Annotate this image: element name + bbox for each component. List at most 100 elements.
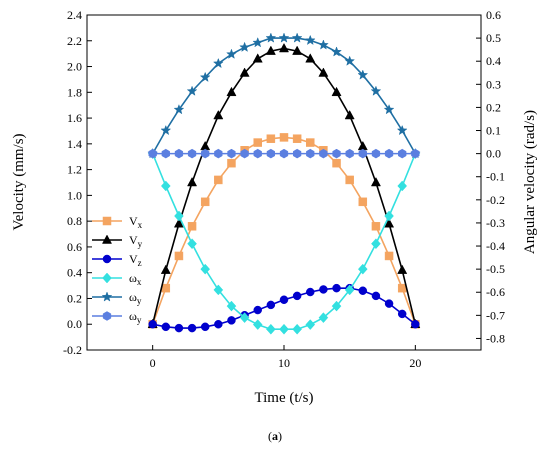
y-right-tick-label: -0.6 bbox=[486, 285, 505, 299]
ticks-layer bbox=[87, 14, 481, 351]
series-5-point bbox=[304, 34, 316, 46]
series-4-point bbox=[187, 238, 197, 250]
legend-label-base: ω bbox=[129, 290, 137, 304]
y-right-tick-label: 0.0 bbox=[486, 147, 501, 161]
series-5-point bbox=[173, 104, 185, 115]
series-5-point bbox=[212, 57, 224, 69]
y-axis-right-title: Angular velocity (rad/s) bbox=[522, 110, 538, 254]
series-3-point bbox=[214, 319, 223, 329]
figure-caption: (a) bbox=[268, 429, 282, 443]
y-left-tick-label: 1.6 bbox=[67, 111, 82, 125]
series-4-point bbox=[305, 319, 316, 330]
series-1-point bbox=[161, 283, 171, 293]
series-3-point bbox=[161, 322, 171, 332]
legend-label: Vx bbox=[129, 214, 143, 230]
y-right-tick-label: -0.8 bbox=[486, 331, 505, 345]
legend-swatch-marker bbox=[101, 234, 113, 244]
series-2-point bbox=[265, 45, 276, 55]
series-6-point bbox=[345, 148, 354, 159]
series-2 bbox=[147, 42, 421, 328]
legend-item: ωy bbox=[92, 309, 142, 325]
legend-label: Vz bbox=[129, 252, 142, 268]
series-3-point bbox=[411, 319, 420, 329]
y-right-tick-label: 0.2 bbox=[486, 100, 501, 114]
legend-item: ωx bbox=[92, 271, 142, 287]
y-right-tick-label: -0.5 bbox=[486, 262, 505, 276]
series-1-point bbox=[345, 175, 354, 185]
series-4-point bbox=[266, 323, 276, 335]
series-6-point bbox=[384, 148, 394, 159]
y-right-tick-label: -0.4 bbox=[486, 239, 505, 253]
series-2-point bbox=[213, 109, 224, 120]
series-1-point bbox=[227, 158, 236, 168]
series-6 bbox=[148, 148, 420, 159]
y-right-tick-label: 0.6 bbox=[486, 8, 501, 22]
x-axis-title: Time (t/s) bbox=[254, 390, 313, 406]
tick-labels-layer: 0 10 20 -0.2 0.0 0.2 0.4 0.6 0.8 1.0 1.2 1.4 1.6 1.8 2… bbox=[63, 8, 505, 370]
series-3-point bbox=[187, 323, 197, 333]
y-left-tick-label: 0.8 bbox=[67, 214, 82, 228]
series-2-point bbox=[344, 109, 355, 120]
series-5-point bbox=[317, 39, 329, 50]
series-4-point bbox=[331, 300, 342, 312]
series-2-point bbox=[357, 140, 368, 151]
series-3-point bbox=[279, 295, 289, 304]
caption-close: ) bbox=[278, 429, 282, 443]
series-6-point bbox=[332, 148, 341, 159]
series-2-point bbox=[305, 53, 316, 63]
legend-item: Vz bbox=[92, 252, 142, 268]
series-2-point bbox=[331, 86, 342, 97]
series-6-point bbox=[371, 148, 381, 159]
y-left-tick-label: 1.4 bbox=[67, 137, 82, 151]
series-3-point bbox=[332, 283, 341, 293]
series-6-point bbox=[398, 148, 407, 159]
y-left-tick-label: 0.6 bbox=[67, 240, 82, 254]
y-left-tick-label: 0.2 bbox=[67, 291, 82, 305]
y-left-tick-label: 1.8 bbox=[67, 85, 82, 99]
y-left-tick-label: -0.2 bbox=[63, 343, 82, 357]
y-left-tick-label: 2.4 bbox=[67, 8, 82, 22]
series-layer bbox=[147, 32, 421, 335]
series-3-point bbox=[292, 291, 302, 301]
series-6-point bbox=[411, 148, 420, 159]
series-1-point bbox=[292, 134, 302, 143]
legend-label-base: V bbox=[129, 252, 138, 266]
series-6-point bbox=[148, 148, 157, 159]
series-4-point bbox=[252, 319, 263, 330]
series-5-point bbox=[265, 32, 277, 43]
y-axis-left-title: Velocity (mm/s) bbox=[11, 133, 27, 230]
series-5-point bbox=[239, 41, 251, 52]
x-tick-label: 10 bbox=[278, 356, 290, 370]
series-4-point bbox=[239, 312, 250, 324]
series-6-point bbox=[187, 148, 197, 159]
series-5-point bbox=[344, 55, 356, 66]
series-3-point bbox=[148, 319, 157, 329]
series-1-point bbox=[397, 283, 407, 293]
legend-label: ωy bbox=[129, 290, 142, 306]
legend-label-sub: y bbox=[137, 296, 142, 306]
legend-label-base: V bbox=[129, 214, 138, 228]
legend-swatch-marker bbox=[102, 254, 112, 264]
series-3-point bbox=[266, 300, 276, 310]
series-4-point bbox=[174, 210, 184, 222]
y-right-tick-label: -0.2 bbox=[486, 193, 505, 207]
series-5-point bbox=[331, 46, 342, 57]
y-right-tick-label: 0.1 bbox=[486, 124, 501, 138]
series-1-point bbox=[371, 222, 381, 231]
series-2-point bbox=[292, 45, 303, 55]
series-1-point bbox=[187, 222, 197, 231]
y-left-tick-label: 2.2 bbox=[67, 34, 82, 48]
series-2-point bbox=[226, 86, 237, 97]
series-2-point bbox=[252, 53, 263, 63]
series-4 bbox=[147, 148, 421, 335]
series-1-point bbox=[384, 251, 394, 261]
series-3-point bbox=[306, 287, 315, 297]
series-4-point bbox=[279, 323, 289, 335]
legend-item: Vy bbox=[92, 233, 143, 249]
legend-swatch-marker bbox=[102, 311, 112, 321]
series-3-point bbox=[227, 316, 236, 325]
series-5-point bbox=[278, 32, 290, 43]
legend-label: Vy bbox=[129, 233, 143, 249]
series-3-point bbox=[384, 299, 394, 308]
